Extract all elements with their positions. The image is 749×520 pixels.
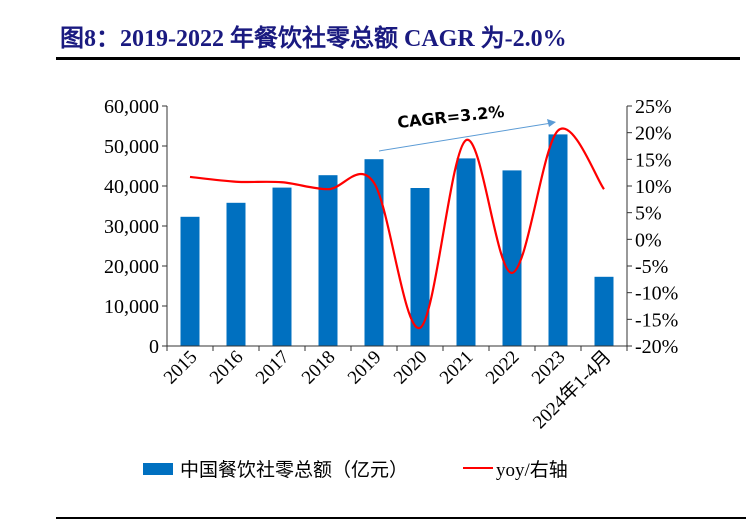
left-tick-label: 0 <box>149 336 159 358</box>
cagr-annotation: CAGR=3.2% <box>396 102 505 132</box>
bar-2016 <box>226 202 246 346</box>
right-tick-label: -15% <box>635 309 678 331</box>
right-tick-label: -20% <box>635 336 678 358</box>
bar-2020 <box>410 188 430 346</box>
right-tick-label: 0% <box>635 229 662 251</box>
right-tick-label: -5% <box>635 256 668 278</box>
right-tick-label: 20% <box>635 123 672 145</box>
x-tick-label: 2017 <box>252 347 294 389</box>
legend-swatch-bar <box>143 463 173 475</box>
right-tick-label: -10% <box>635 283 678 305</box>
x-tick-label: 2019 <box>344 347 386 389</box>
x-tick-label: 2020 <box>390 347 432 389</box>
x-tick-label: 2022 <box>482 347 524 389</box>
x-tick-label: 2015 <box>160 347 202 389</box>
left-tick-label: 50,000 <box>104 136 159 158</box>
title-divider <box>56 57 740 60</box>
cagr-arrowhead-icon <box>547 119 556 127</box>
bar-2018 <box>318 175 338 346</box>
legend-label-line: yoy/右轴 <box>496 459 568 481</box>
bar-2015 <box>180 216 200 346</box>
right-tick-label: 5% <box>635 203 662 225</box>
bar-2017 <box>272 187 292 346</box>
bar-2023 <box>548 134 568 346</box>
x-tick-label: 2021 <box>436 347 478 389</box>
chart-title: 图8：2019-2022 年餐饮社零总额 CAGR 为-2.0% <box>60 26 567 52</box>
x-tick-label: 2018 <box>298 347 340 389</box>
right-tick-label: 25% <box>635 96 672 118</box>
legend-label-bar: 中国餐饮社零总额（亿元） <box>180 459 408 481</box>
x-tick-label: 2016 <box>206 347 248 389</box>
left-tick-label: 40,000 <box>104 176 159 198</box>
right-tick-label: 10% <box>635 176 672 198</box>
bar-2019 <box>364 159 384 346</box>
bar-2022 <box>502 170 522 346</box>
bar-2024年1-4月 <box>594 276 614 346</box>
left-tick-label: 10,000 <box>104 296 159 318</box>
left-tick-label: 30,000 <box>104 216 159 238</box>
left-tick-label: 20,000 <box>104 256 159 278</box>
left-tick-label: 60,000 <box>104 96 159 118</box>
x-tick-label: 2023 <box>528 347 570 389</box>
bar-2021 <box>456 158 476 346</box>
right-tick-label: 15% <box>635 149 672 171</box>
yoy-line <box>189 127 605 329</box>
bottom-divider <box>56 517 746 519</box>
cagr-arrow <box>378 122 551 152</box>
